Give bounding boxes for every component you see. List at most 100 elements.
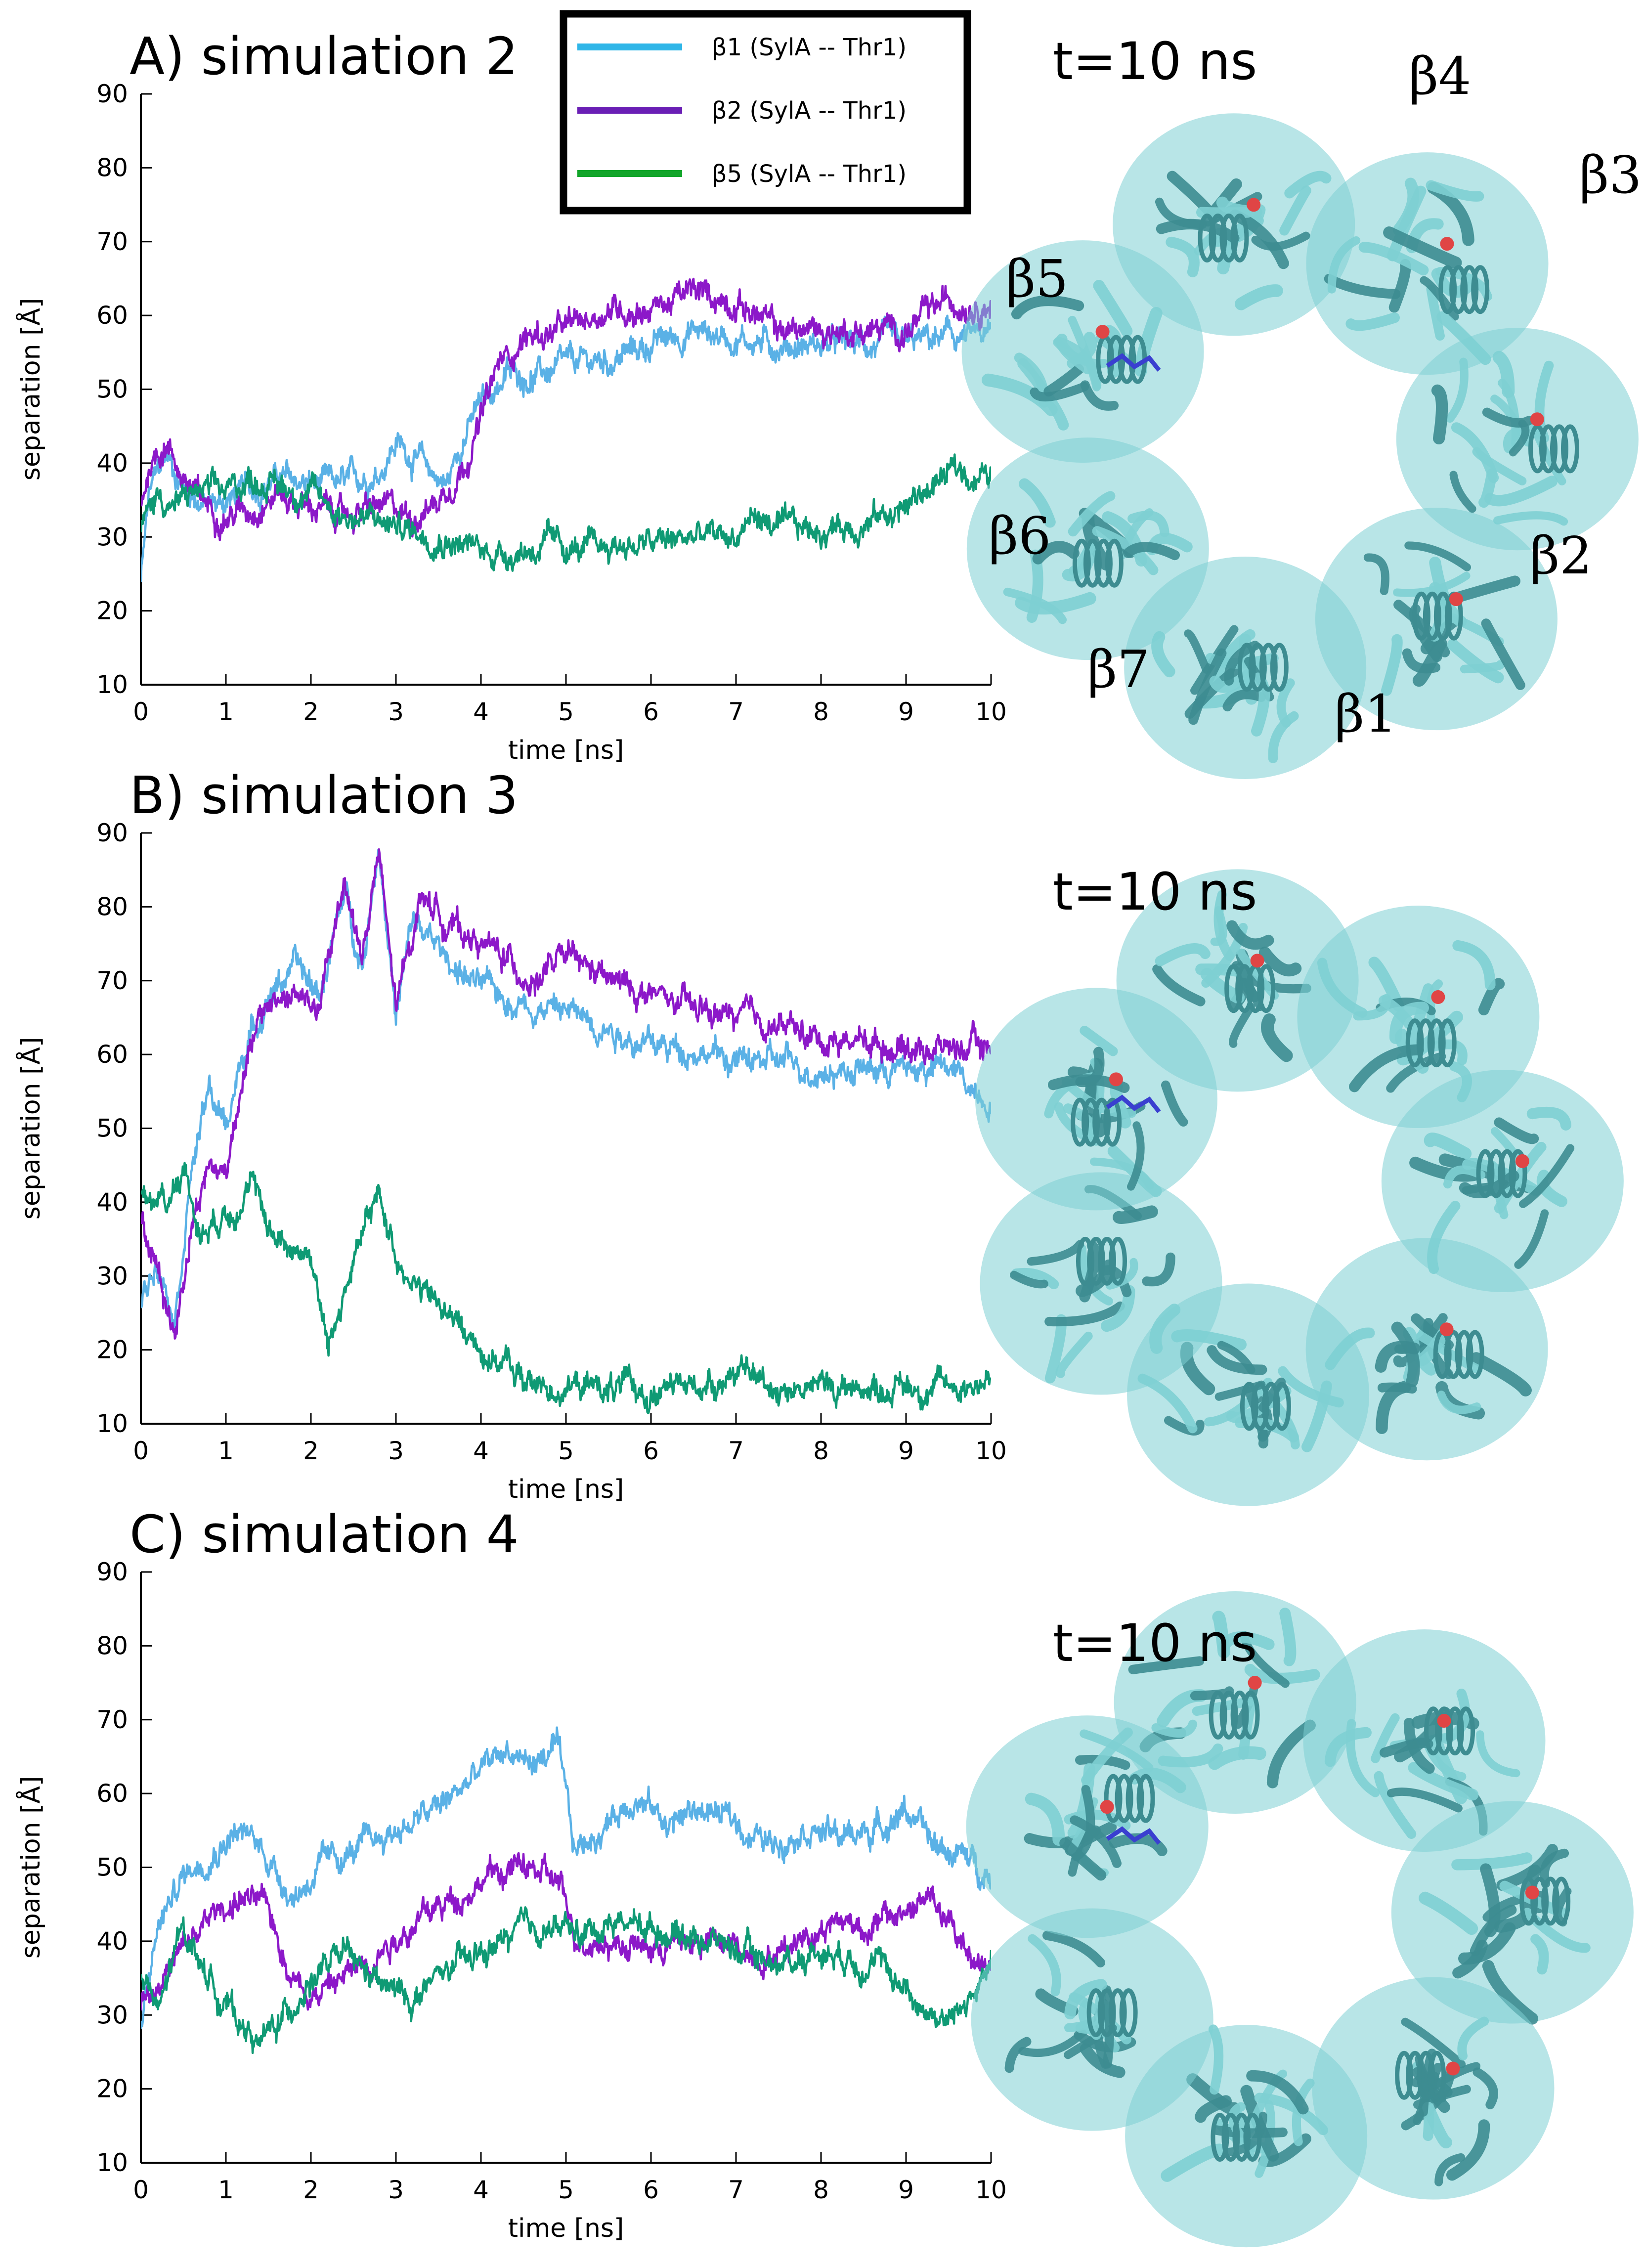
y-tick-label: 20 <box>96 597 128 625</box>
cartoon-strand <box>1386 185 1427 262</box>
helix-turn <box>1416 1018 1435 1068</box>
cartoon-strand <box>1514 1209 1549 1269</box>
panel-title-3: C) simulation 4 <box>130 1504 519 1565</box>
x-tick-label: 1 <box>218 698 234 726</box>
x-tick-label: 6 <box>643 698 659 726</box>
cartoon-strand <box>1446 357 1469 423</box>
thr1-residue <box>1515 1154 1529 1168</box>
x-axis-label: time [ns] <box>508 2214 624 2243</box>
cartoon-strand <box>1401 2017 1466 2069</box>
helix-turn <box>1092 1097 1111 1147</box>
y-tick-label: 90 <box>96 80 128 108</box>
x-tick-label: 7 <box>728 1437 744 1465</box>
helix-turn <box>1248 643 1267 692</box>
helix-turn <box>1446 1706 1465 1756</box>
helix-turn <box>1230 213 1249 262</box>
chart-3: 10 20 30 40 50 60 70 80 90 0 1 2 3 4 5 6 7 8 9 10 separation… <box>15 1558 1007 2243</box>
cartoon-strand <box>1484 476 1558 507</box>
cartoon-strand <box>1102 1985 1115 2069</box>
series-line-3 <box>141 1162 991 1414</box>
helix-turn <box>1272 1382 1291 1431</box>
cartoon-strand <box>1204 1377 1273 1427</box>
thr1-residue <box>1431 990 1445 1004</box>
thr1-residue <box>1439 1322 1454 1337</box>
y-tick-label: 70 <box>96 1705 128 1734</box>
cartoon-strand <box>1235 284 1283 310</box>
cartoon-strand <box>1018 2027 1088 2057</box>
cartoon-strand <box>1540 1848 1569 1888</box>
y-tick-label: 30 <box>96 2001 128 2029</box>
cartoon-strand <box>1284 171 1332 199</box>
helix-turn <box>1423 591 1441 641</box>
x-tick-label: 4 <box>473 1437 489 1465</box>
cartoon-strand <box>1358 242 1429 276</box>
y-tick-label: 50 <box>96 1853 128 1882</box>
series-line-1 <box>141 314 991 582</box>
x-tick-label: 1 <box>218 1437 234 1465</box>
cartoon-strand <box>1424 1133 1472 1160</box>
thr1-residue <box>1440 237 1454 251</box>
legend-label-2: β2 (SylA -- Thr1) <box>712 97 907 125</box>
thr1-residue <box>1449 592 1463 607</box>
protein-subunit <box>966 1715 1209 1938</box>
x-tick-label: 6 <box>643 2176 659 2204</box>
cartoon-strand <box>1251 672 1270 737</box>
cartoon-strand <box>1152 964 1206 1006</box>
cartoon-strand <box>1042 1930 1106 1967</box>
cartoon-strand <box>1317 958 1368 1018</box>
helix-turn <box>1240 1382 1258 1431</box>
cartoon-strand <box>1470 1352 1532 1396</box>
cartoon-strand <box>1481 618 1525 690</box>
helix-turn <box>1237 643 1256 692</box>
plot-area <box>141 848 991 1414</box>
thr1-residue <box>1525 1885 1539 1900</box>
helix-turn <box>1098 1236 1117 1286</box>
x-tick-label: 0 <box>133 1437 149 1465</box>
y-tick-label: 80 <box>96 892 128 921</box>
x-tick-label: 2 <box>303 2176 319 2204</box>
thr1-residue <box>1446 2061 1460 2076</box>
cartoon-strand <box>1128 1656 1205 1674</box>
legend-label-3: β5 (SylA -- Thr1) <box>712 160 907 188</box>
helix-turn <box>1072 538 1091 588</box>
helix-turn <box>1243 2112 1262 2162</box>
helix-turn <box>1405 1018 1424 1068</box>
cartoon-strand <box>1426 180 1484 202</box>
helix-turn <box>1224 964 1243 1013</box>
cartoon-strand <box>1434 2153 1466 2186</box>
helix-turn <box>1087 1236 1106 1286</box>
subunit-label-5: β2 <box>1530 525 1592 586</box>
cartoon-strand <box>1025 1792 1065 1846</box>
cartoon-strand <box>1080 1729 1154 1772</box>
y-tick-label: 50 <box>96 1114 128 1143</box>
y-tick-label: 60 <box>96 301 128 330</box>
thr1-residue <box>1100 1800 1114 1814</box>
cartoon-strand <box>1184 629 1211 674</box>
y-axis-label: separation [Å] <box>15 1037 46 1220</box>
helix-turn <box>1417 2050 1435 2100</box>
cartoon-strand <box>1229 1003 1255 1048</box>
helix-turn <box>1487 1149 1506 1198</box>
helix-turn <box>1552 1876 1571 1926</box>
helix-turn <box>1471 265 1490 314</box>
x-tick-label: 9 <box>898 698 914 726</box>
y-tick-label: 10 <box>96 2148 128 2177</box>
cartoon-strand <box>1019 478 1056 528</box>
cartoon-strand <box>1460 660 1505 674</box>
helix-turn <box>1433 591 1452 641</box>
cartoon-strand <box>1075 1047 1105 1088</box>
cartoon-strand <box>1482 1960 1539 2025</box>
cartoon-strand <box>1210 906 1227 946</box>
cartoon-strand <box>1028 1934 1061 1997</box>
x-tick-label: 2 <box>303 698 319 726</box>
series-line-1 <box>141 848 991 1333</box>
cartoon-strand <box>1386 1788 1463 1813</box>
cartoon-strand <box>1451 422 1499 483</box>
x-tick-label: 9 <box>898 1437 914 1465</box>
cartoon-strand <box>1496 1843 1558 1891</box>
x-tick-label: 9 <box>898 2176 914 2204</box>
y-axis-label: separation [Å] <box>15 1776 46 1959</box>
plot-area <box>141 1726 991 2054</box>
series-line-2 <box>141 848 991 1340</box>
cartoon-strand <box>1371 1713 1400 1763</box>
